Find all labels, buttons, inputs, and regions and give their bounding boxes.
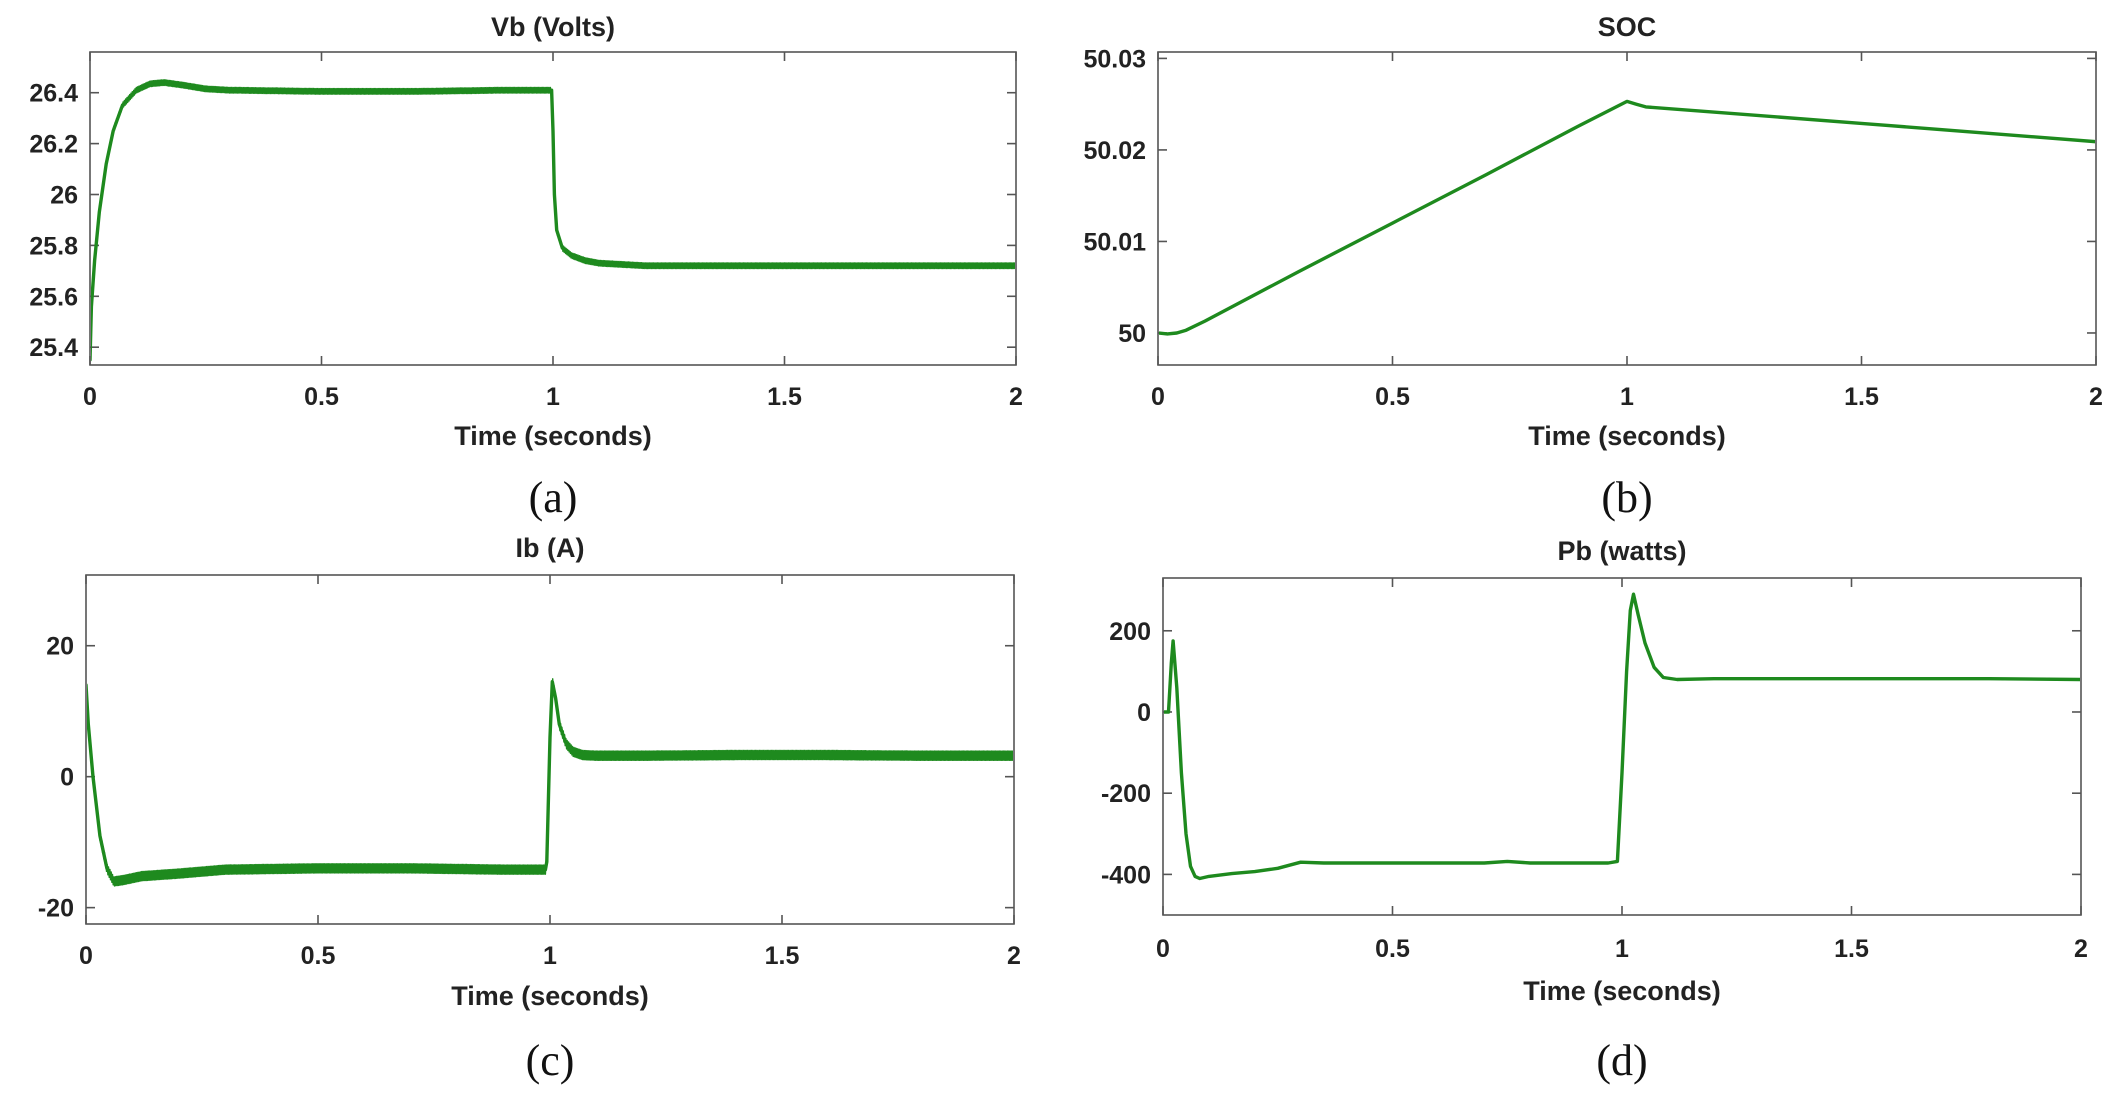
x-tick-label: 0.5 — [301, 942, 336, 970]
y-tick-label: 26 — [50, 182, 78, 210]
series-Pb — [1164, 592, 2080, 881]
x-axis-label: Time (seconds) — [451, 981, 649, 1011]
x-tick-label: 1 — [546, 383, 560, 411]
chart-title: Vb (Volts) — [491, 12, 615, 42]
y-tick-label: 50.03 — [1083, 45, 1146, 73]
series-line — [87, 680, 1013, 884]
y-tick-label: 20 — [46, 633, 74, 661]
y-tick-label: 50 — [1118, 320, 1146, 348]
panel-caption: (a) — [529, 473, 578, 522]
chart-a: Vb (Volts) 0 0.5 1 1.5 2 25.4 25.6 25.8 26 26.2 26.… — [29, 12, 1023, 522]
y-tick-label: -400 — [1101, 861, 1151, 889]
x-tick-label: 0 — [1151, 383, 1165, 411]
chart-title: Ib (A) — [516, 533, 585, 563]
x-tick-label: 0.5 — [304, 383, 339, 411]
series-Ib — [87, 678, 1013, 887]
y-tick-label: -20 — [38, 895, 74, 923]
x-tick-label: 2 — [1009, 383, 1023, 411]
x-tick-label: 1.5 — [1834, 935, 1869, 963]
y-tick-label: 25.4 — [29, 334, 78, 362]
chart-d: Pb (watts) 0 0.5 1 1.5 2 -400 -200 0 200 Time (sec… — [1101, 536, 2088, 1085]
y-tick-label: -200 — [1101, 780, 1151, 808]
x-tick-label: 1 — [1620, 383, 1634, 411]
x-tick-label: 0 — [83, 383, 97, 411]
x-tick-label: 2 — [1007, 942, 1021, 970]
y-tick-label: 25.8 — [29, 232, 78, 260]
series-line — [1164, 592, 2080, 881]
y-tick-label: 26.2 — [29, 131, 78, 159]
y-tick-label: 0 — [60, 764, 74, 792]
series-line — [91, 80, 1015, 362]
plot-frame — [1157, 51, 2097, 366]
x-tick-label: 0.5 — [1375, 935, 1410, 963]
y-tick-label: 50.01 — [1083, 228, 1146, 256]
x-tick-label: 0.5 — [1375, 383, 1410, 411]
y-tick-label: 26.4 — [29, 80, 78, 108]
x-axis-label: Time (seconds) — [1528, 421, 1726, 451]
x-tick-label: 1.5 — [1844, 383, 1879, 411]
x-axis-label: Time (seconds) — [1523, 976, 1721, 1006]
series-line — [1159, 99, 2095, 336]
panel-caption: (c) — [526, 1036, 575, 1085]
x-tick-label: 1.5 — [767, 383, 802, 411]
panel-caption: (b) — [1601, 473, 1652, 522]
series-SOC — [1159, 99, 2095, 336]
y-tick-label: 200 — [1109, 618, 1151, 646]
x-tick-label: 0 — [1156, 935, 1170, 963]
chart-title: Pb (watts) — [1557, 536, 1686, 566]
x-tick-label: 1 — [543, 942, 557, 970]
y-tick-label: 50.02 — [1083, 137, 1146, 165]
chart-title: SOC — [1598, 12, 1657, 42]
chart-b: SOC 0 0.5 1 1.5 2 50 50.01 50.02 50.03 Time (secon… — [1083, 12, 2103, 522]
series-Vb — [91, 79, 1015, 362]
x-tick-label: 1 — [1615, 935, 1629, 963]
x-axis-label: Time (seconds) — [454, 421, 652, 451]
panel-caption: (d) — [1596, 1036, 1647, 1085]
y-tick-label: 25.6 — [29, 283, 78, 311]
x-tick-label: 2 — [2074, 935, 2088, 963]
x-tick-label: 2 — [2089, 383, 2103, 411]
x-tick-label: 0 — [79, 942, 93, 970]
x-tick-label: 1.5 — [765, 942, 800, 970]
y-tick-label: 0 — [1137, 699, 1151, 727]
